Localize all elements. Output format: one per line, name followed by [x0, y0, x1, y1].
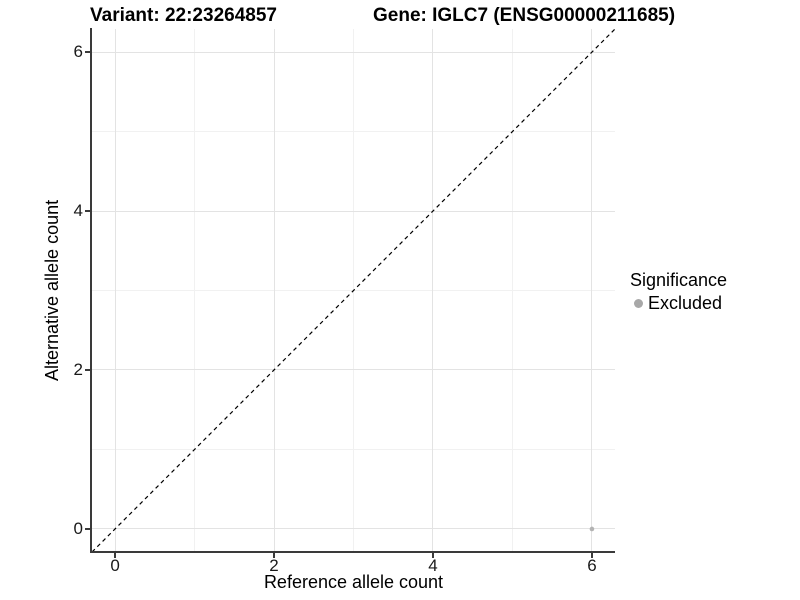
plot-layer	[92, 29, 615, 552]
y-axis-title: Alternative allele count	[42, 199, 62, 382]
legend-item-label: Excluded	[648, 293, 723, 313]
x-tick-label: 6	[587, 556, 597, 575]
gridline-major-horizontal	[92, 369, 615, 371]
gridline-major-vertical	[432, 29, 434, 552]
gridline-minor-horizontal	[92, 131, 615, 133]
gridline-major-horizontal	[92, 210, 615, 212]
y-tick-label: 0	[73, 518, 83, 538]
x-tick-label: 2	[269, 556, 279, 575]
x-tick-mark	[114, 553, 117, 558]
y-tick-label: 4	[73, 201, 83, 221]
x-tick-label: 4	[428, 556, 438, 575]
y-tick-mark	[85, 527, 90, 530]
x-tick-label: 0	[110, 556, 120, 575]
y-axis-line	[90, 28, 92, 553]
data-point	[589, 526, 595, 532]
gridline-major-vertical	[591, 29, 593, 552]
gene-title: Gene: IGLC7 (ENSG00000211685)	[373, 5, 676, 26]
gridline-major-horizontal	[92, 528, 615, 530]
x-axis-title: Reference allele count	[263, 572, 444, 592]
plot-panel	[92, 29, 615, 552]
x-axis-line	[90, 551, 615, 553]
identity-dashed-line	[92, 29, 615, 552]
y-tick-label: 6	[73, 42, 83, 62]
legend-title: Significance	[630, 270, 728, 290]
y-tick-mark	[85, 51, 90, 54]
gridline-major-vertical	[114, 29, 116, 552]
gridline-major-horizontal	[92, 51, 615, 53]
gridline-minor-horizontal	[92, 448, 615, 450]
x-tick-mark	[273, 553, 276, 558]
y-tick-mark	[85, 368, 90, 371]
legend-item: Excluded	[630, 293, 727, 313]
x-tick-mark	[590, 553, 593, 558]
y-tick-label: 2	[73, 359, 83, 379]
x-tick-mark	[431, 553, 434, 558]
legend: Significance Excluded	[630, 270, 727, 313]
legend-point-icon	[634, 298, 643, 308]
gridline-major-vertical	[273, 29, 275, 552]
y-tick-mark	[85, 210, 90, 213]
variant-title: Variant: 22:23264857	[90, 5, 277, 26]
